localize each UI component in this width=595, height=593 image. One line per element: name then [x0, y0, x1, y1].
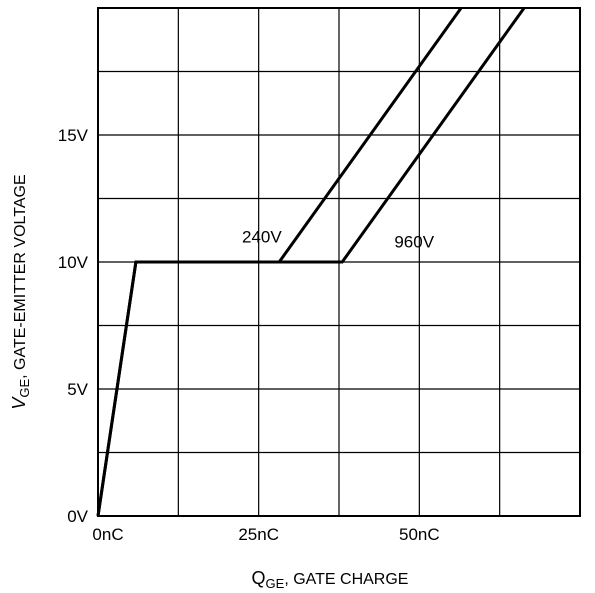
y-tick-label-1: 5V: [67, 380, 88, 399]
y-axis-label: VGE, GATE-EMITTER VOLTAGE: [9, 174, 32, 409]
annotation-960v: 960V: [394, 233, 434, 252]
y-tick-label-3: 15V: [58, 126, 89, 145]
y-tick-label-0: 0V: [67, 507, 88, 526]
y-axis-label-sub: GE: [17, 379, 32, 398]
x-tick-label-2: 50nC: [399, 525, 440, 544]
y-tick-label-2: 10V: [58, 253, 89, 272]
plot-frame: [97, 7, 581, 517]
tick-labels: 0V 5V 10V 15V 0nC 25nC 50nC: [58, 126, 440, 544]
y-axis-label-main: V: [9, 396, 29, 410]
y-axis-label-rest: , GATE-EMITTER VOLTAGE: [12, 174, 29, 378]
x-axis-label-main: Q: [252, 568, 266, 588]
annotation-240v: 240V: [242, 228, 282, 247]
series-lines: [96, 7, 526, 517]
series-line-960v: [96, 7, 526, 517]
x-tick-label-0: 0nC: [92, 525, 123, 544]
x-axis-label-sub: GE: [266, 576, 285, 591]
x-axis-label-rest: , GATE CHARGE: [284, 571, 408, 588]
x-tick-label-1: 25nC: [238, 525, 279, 544]
annotations: 240V 960V: [242, 228, 435, 252]
x-axis-label: QGE, GATE CHARGE: [252, 568, 409, 591]
